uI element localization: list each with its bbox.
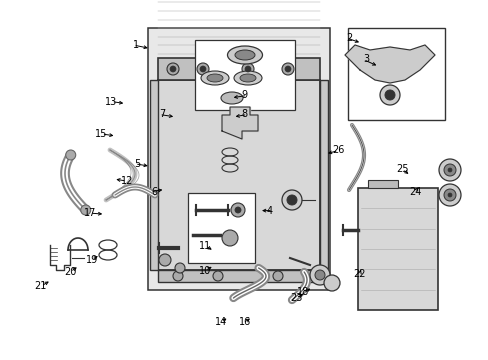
Bar [187,193,254,263]
Text: 15: 15 [95,129,107,139]
Text: 5: 5 [134,159,141,169]
Text: 25: 25 [395,164,407,174]
Circle shape [314,270,325,280]
Bar [158,270,319,282]
Text: 8: 8 [241,109,247,120]
Circle shape [282,190,302,210]
Circle shape [244,66,250,72]
Text: 4: 4 [266,206,273,216]
Ellipse shape [201,71,228,85]
Text: 9: 9 [241,90,247,100]
Polygon shape [345,45,434,83]
Circle shape [213,271,223,281]
Text: 13: 13 [105,96,117,107]
Circle shape [384,90,394,100]
Bar [347,28,444,120]
Bar [367,180,397,188]
Circle shape [167,63,179,75]
Text: 10: 10 [199,266,211,276]
Circle shape [200,66,205,72]
Bar [158,58,319,80]
Text: 12: 12 [121,176,133,186]
Polygon shape [222,107,258,139]
Ellipse shape [227,46,262,64]
Ellipse shape [221,92,243,104]
Circle shape [81,205,91,215]
Bar [195,40,294,110]
Circle shape [438,159,460,181]
Text: 1: 1 [133,40,139,50]
Text: 20: 20 [64,267,76,277]
Text: 18: 18 [297,287,309,297]
Circle shape [222,230,238,246]
Circle shape [170,66,176,72]
Text: 19: 19 [85,255,98,265]
Circle shape [324,275,339,291]
Circle shape [309,265,329,285]
Text: 3: 3 [362,54,368,64]
Bar [158,80,319,270]
Circle shape [282,63,293,75]
Circle shape [230,203,244,217]
Circle shape [235,207,241,213]
Text: 14: 14 [215,317,227,327]
Bar [357,188,437,310]
Ellipse shape [234,71,262,85]
Bar [148,28,329,290]
Circle shape [379,85,399,105]
Ellipse shape [235,50,254,60]
Ellipse shape [240,74,256,82]
Circle shape [438,184,460,206]
Text: 21: 21 [35,281,47,291]
Text: 22: 22 [352,269,365,279]
Circle shape [173,271,183,281]
Bar [319,80,327,270]
Circle shape [443,189,455,201]
Text: 11: 11 [199,240,211,251]
Text: 2: 2 [345,33,351,43]
Text: 17: 17 [83,208,96,218]
Circle shape [65,150,76,160]
Ellipse shape [206,74,223,82]
Circle shape [197,63,208,75]
Circle shape [286,195,296,205]
Circle shape [175,263,184,273]
Circle shape [447,193,451,197]
Circle shape [447,168,451,172]
Text: 26: 26 [332,145,344,156]
Text: 16: 16 [238,317,250,327]
Circle shape [242,63,253,75]
Circle shape [159,254,171,266]
Circle shape [272,271,283,281]
Circle shape [443,164,455,176]
Text: 7: 7 [159,109,165,120]
Bar [150,80,158,270]
Text: 23: 23 [289,293,302,303]
Text: 6: 6 [151,186,157,197]
Circle shape [285,66,290,72]
Text: 24: 24 [408,186,421,197]
